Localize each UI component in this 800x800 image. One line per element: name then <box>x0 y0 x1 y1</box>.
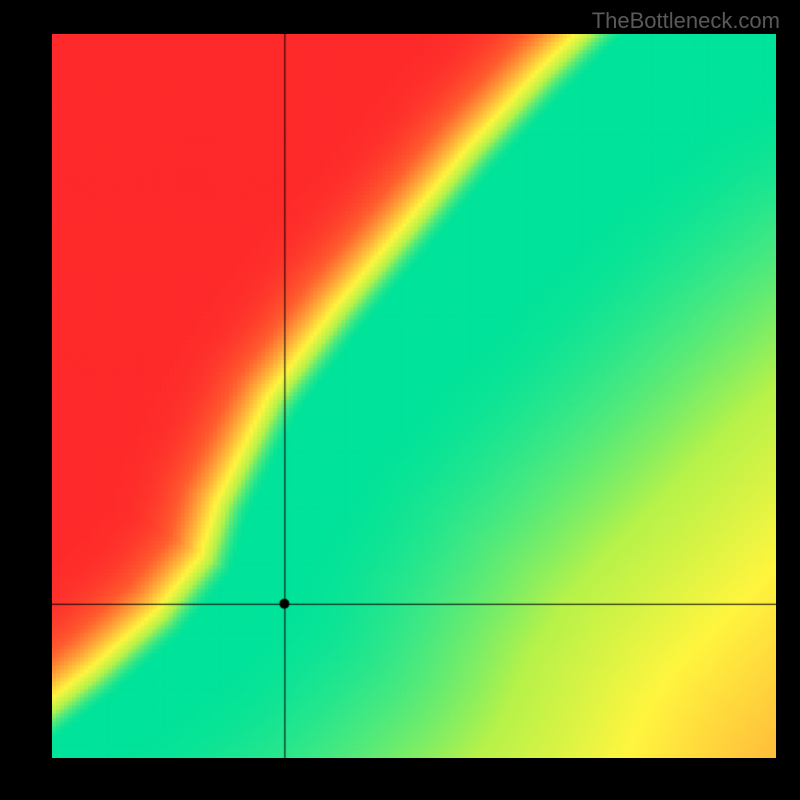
heatmap-canvas <box>52 34 776 758</box>
bottleneck-heatmap <box>52 34 776 758</box>
watermark-text: TheBottleneck.com <box>592 8 780 34</box>
